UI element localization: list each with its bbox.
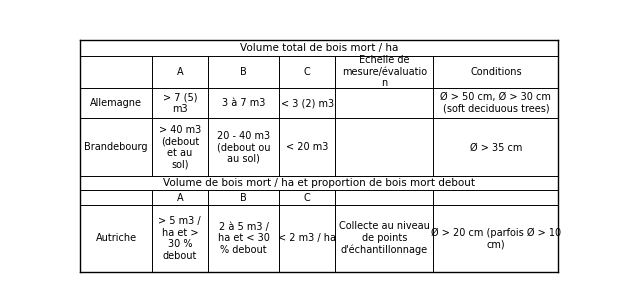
Text: < 20 m3: < 20 m3 <box>286 142 328 152</box>
Text: < 3 (2) m3: < 3 (2) m3 <box>281 98 334 108</box>
Text: > 5 m3 /
ha et >
30 %
debout: > 5 m3 / ha et > 30 % debout <box>159 216 201 261</box>
Text: Allemagne: Allemagne <box>90 98 142 108</box>
Text: Ø > 20 cm (parfois Ø > 10
cm): Ø > 20 cm (parfois Ø > 10 cm) <box>431 227 561 249</box>
Text: > 40 m3
(debout
et au
sol): > 40 m3 (debout et au sol) <box>159 125 201 170</box>
Text: Collecte au niveau
de points
d'échantillonnage: Collecte au niveau de points d'échantill… <box>339 221 430 255</box>
Text: < 2 m3 / ha: < 2 m3 / ha <box>278 233 337 243</box>
Text: Conditions: Conditions <box>470 67 522 77</box>
Text: Volume de bois mort / ha et proportion de bois mort debout: Volume de bois mort / ha et proportion d… <box>163 178 475 188</box>
Text: B: B <box>240 192 247 203</box>
Text: 20 - 40 m3
(debout ou
au sol): 20 - 40 m3 (debout ou au sol) <box>217 131 271 164</box>
Text: C: C <box>304 67 310 77</box>
Text: > 7 (5)
m3: > 7 (5) m3 <box>162 92 197 114</box>
Text: A: A <box>177 192 183 203</box>
Text: 2 à 5 m3 /
ha et < 30
% debout: 2 à 5 m3 / ha et < 30 % debout <box>218 222 269 255</box>
Text: Autriche: Autriche <box>95 233 137 243</box>
Text: Ø > 35 cm: Ø > 35 cm <box>470 142 522 152</box>
Text: A: A <box>177 67 183 77</box>
Text: C: C <box>304 192 310 203</box>
Text: Brandebourg: Brandebourg <box>84 142 148 152</box>
Text: 3 à 7 m3: 3 à 7 m3 <box>222 98 265 108</box>
Text: Ø > 50 cm, Ø > 30 cm
(soft deciduous trees): Ø > 50 cm, Ø > 30 cm (soft deciduous tre… <box>440 92 551 114</box>
Text: B: B <box>240 67 247 77</box>
Text: Echelle de
mesure/évaluatio
n: Echelle de mesure/évaluatio n <box>341 55 427 88</box>
Text: Volume total de bois mort / ha: Volume total de bois mort / ha <box>240 43 399 53</box>
